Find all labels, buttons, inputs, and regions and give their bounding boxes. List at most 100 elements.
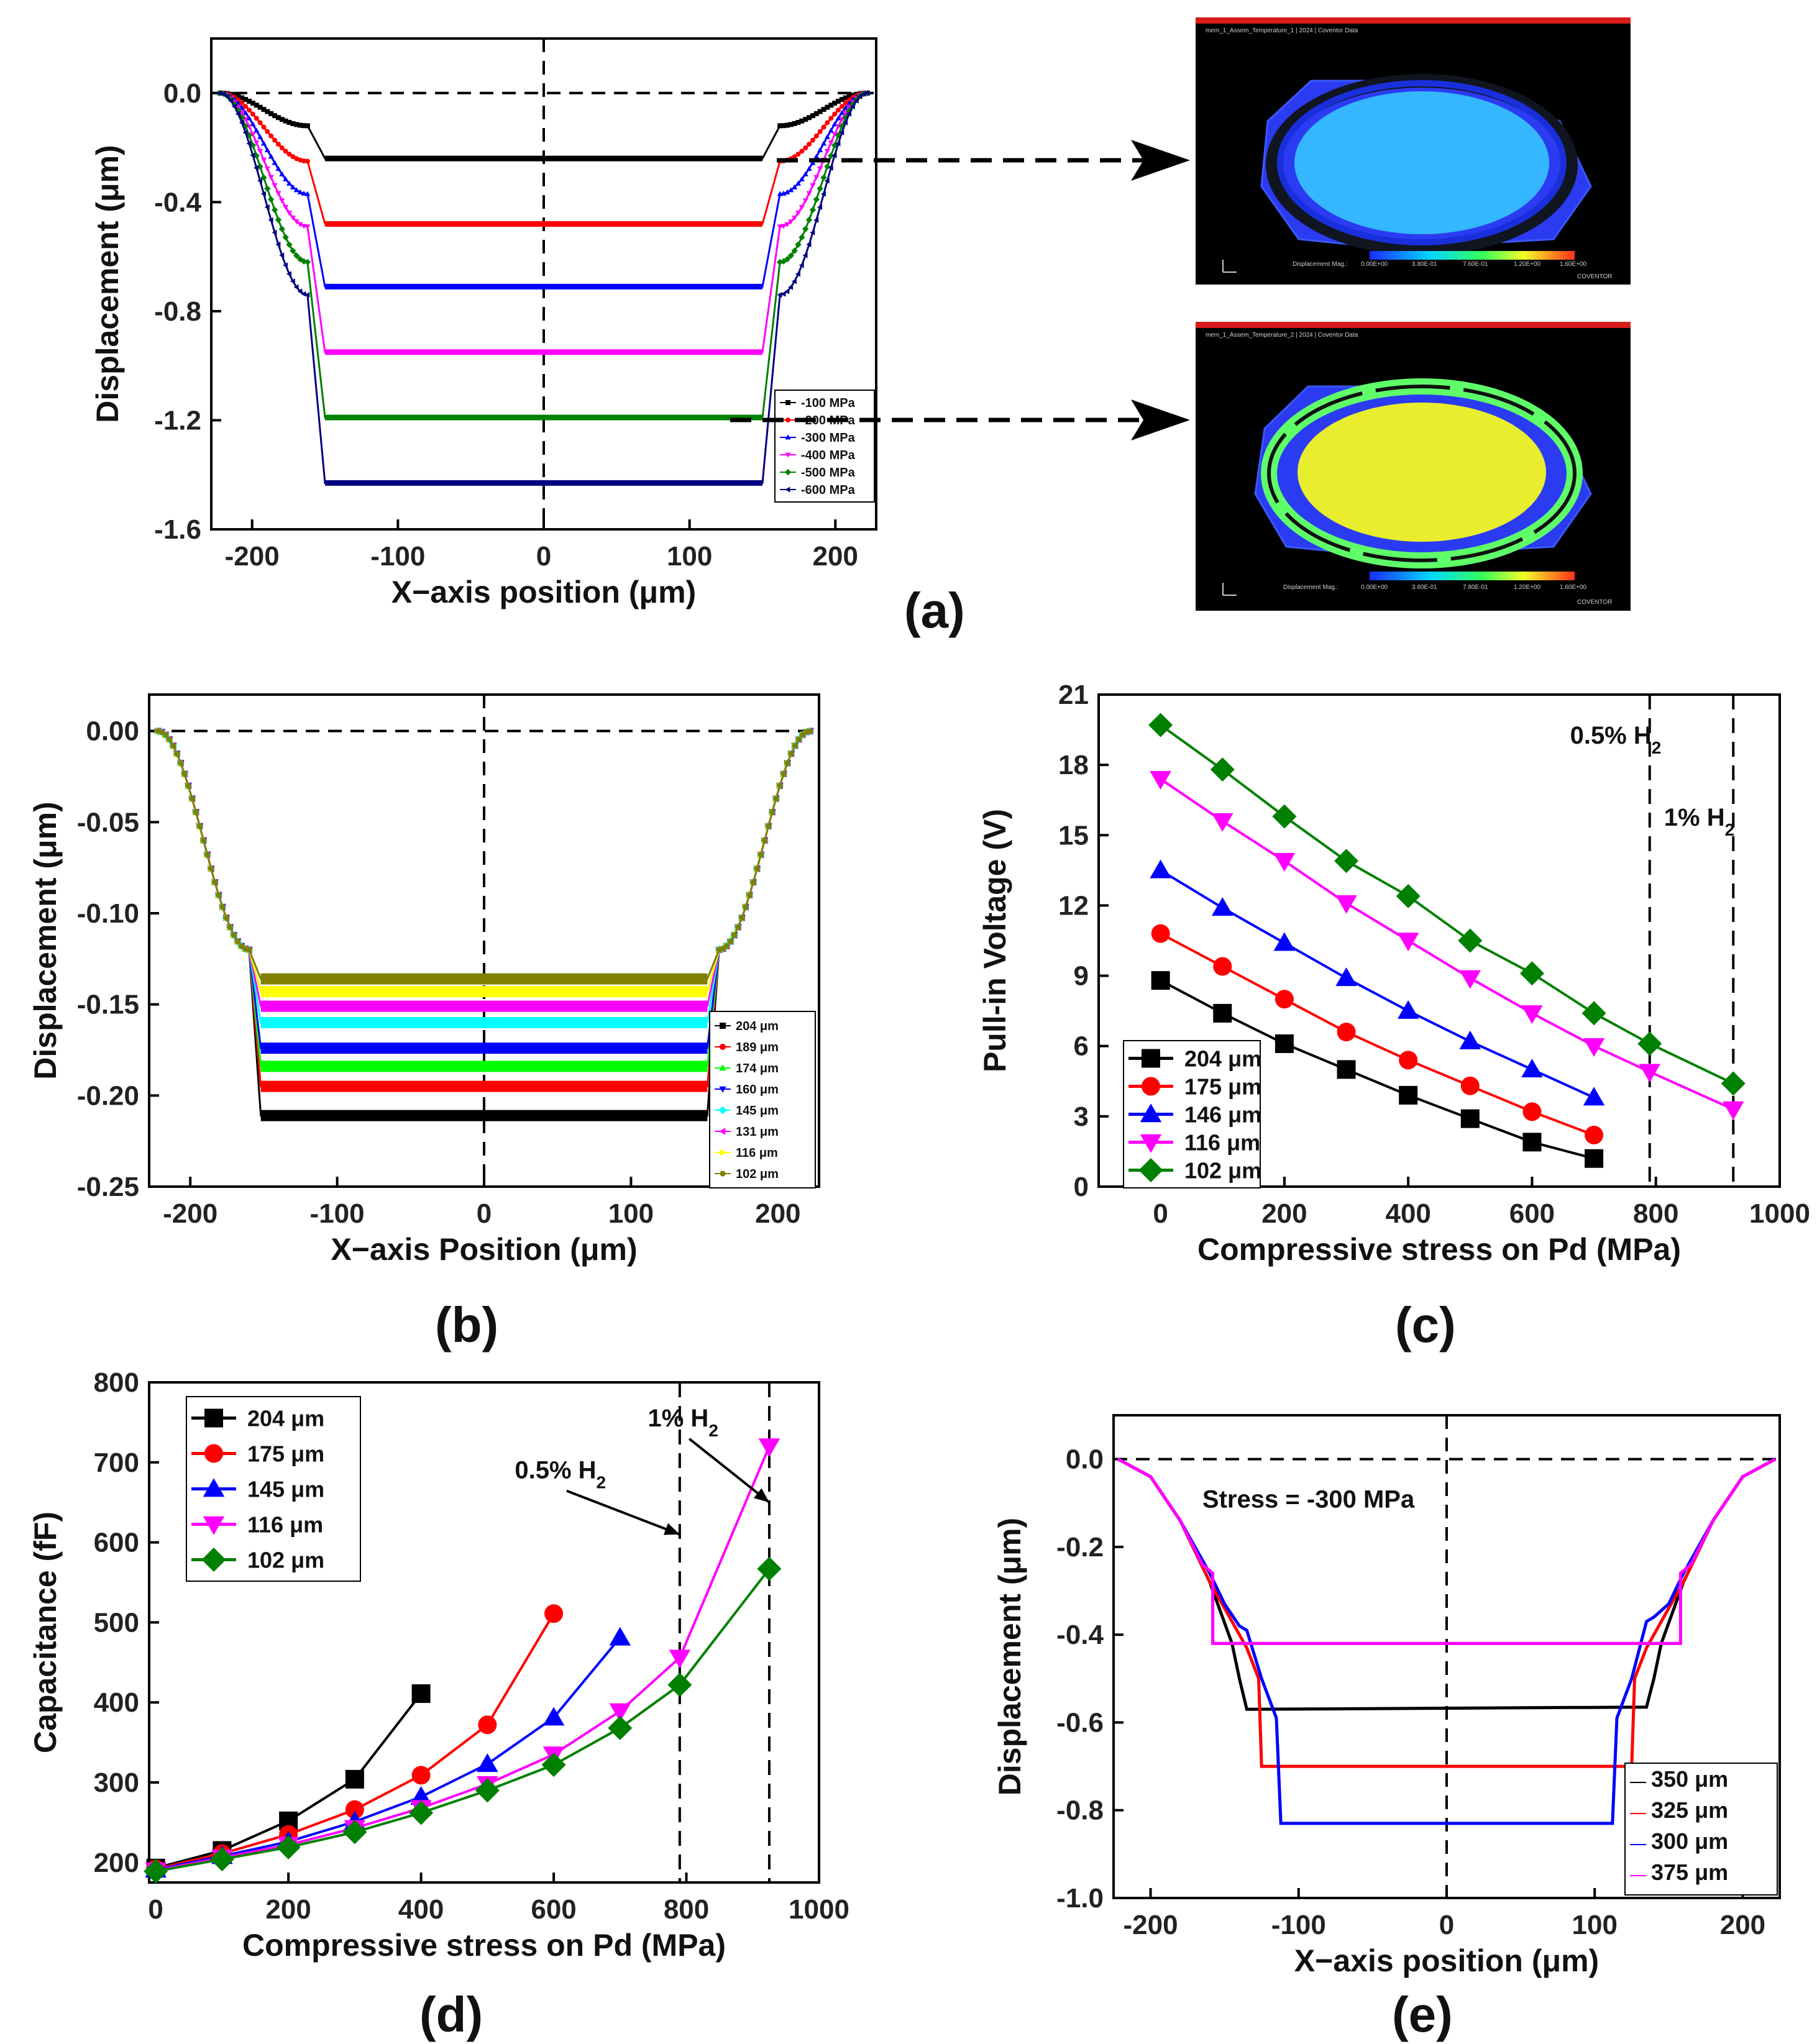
y-tick-label: 0.00 xyxy=(86,716,139,747)
data-point xyxy=(1396,883,1421,908)
data-point xyxy=(1521,1059,1543,1078)
data-point xyxy=(293,219,300,225)
data-point xyxy=(1583,1087,1605,1106)
data-point xyxy=(810,137,815,143)
simulation-tick: 1.60E+00 xyxy=(1560,261,1587,268)
data-point xyxy=(224,93,230,99)
y-tick-label: 400 xyxy=(94,1687,139,1718)
y-tick-label: 200 xyxy=(94,1848,139,1878)
series-line xyxy=(219,92,868,419)
legend-marker xyxy=(1138,1158,1163,1182)
x-tick-label: 100 xyxy=(1572,1910,1618,1940)
annotation-arrow xyxy=(688,1438,771,1503)
data-point xyxy=(758,1438,780,1458)
data-point xyxy=(723,943,730,949)
data-point xyxy=(261,107,267,112)
data-point xyxy=(293,187,300,193)
legend-label: 102 μm xyxy=(1184,1158,1261,1184)
data-point xyxy=(791,216,798,221)
data-point xyxy=(1583,1038,1605,1057)
data-point xyxy=(254,165,259,171)
data-point xyxy=(260,140,267,146)
y-tick-label: -0.25 xyxy=(77,1172,139,1202)
data-point xyxy=(807,115,812,121)
data-point xyxy=(802,226,809,232)
data-point xyxy=(268,153,274,159)
data-point xyxy=(1272,804,1297,829)
simulation-tick: 1.20E+00 xyxy=(1514,584,1541,591)
data-point xyxy=(820,140,827,146)
data-point xyxy=(272,183,278,189)
data-point xyxy=(294,122,300,127)
data-point xyxy=(283,148,288,154)
simulation-brand: COVENTOR xyxy=(1577,273,1613,280)
x-tick-label: 200 xyxy=(813,541,858,572)
data-point xyxy=(849,103,855,110)
legend-marker xyxy=(718,1106,727,1115)
data-point xyxy=(806,191,812,196)
data-point xyxy=(293,284,299,290)
data-point xyxy=(271,206,278,214)
y-tick-label: 18 xyxy=(1058,750,1089,780)
data-point xyxy=(345,1800,364,1819)
y-tick-label: -0.05 xyxy=(77,807,139,837)
connector-arrows xyxy=(730,140,1190,440)
data-point xyxy=(780,190,787,196)
data-point xyxy=(1210,757,1235,782)
x-axis-title: X−axis position (μm) xyxy=(1294,1943,1599,1978)
series-line-375-m xyxy=(1117,1458,1777,1645)
data-point xyxy=(247,107,252,113)
data-point xyxy=(1213,957,1232,976)
data-point xyxy=(279,171,285,176)
data-point xyxy=(817,166,823,171)
x-tick-label: -200 xyxy=(225,541,280,572)
data-point xyxy=(738,915,745,921)
simulation-image-top: mem_1_Assem_Temperature_1 | 2024 | Coven… xyxy=(1196,17,1631,285)
legend-label: 146 μm xyxy=(1184,1102,1261,1128)
y-tick-label: 500 xyxy=(94,1607,139,1638)
data-point xyxy=(477,1753,498,1773)
data-point xyxy=(838,122,846,130)
data-point xyxy=(304,258,311,266)
data-point xyxy=(821,107,826,112)
svg-text:mem_1_Assem_Temperature_2 | 20: mem_1_Assem_Temperature_2 | 2024 | Coven… xyxy=(1206,332,1358,339)
series-line xyxy=(1160,869,1595,1099)
data-point xyxy=(275,241,281,247)
simulation-tick: 0.00E+00 xyxy=(1361,261,1388,268)
data-point xyxy=(268,217,273,223)
data-point xyxy=(268,133,274,139)
series-line xyxy=(1160,932,1595,1136)
data-point xyxy=(166,736,173,742)
data-point xyxy=(835,115,841,121)
data-point xyxy=(185,783,192,788)
data-point xyxy=(757,1556,782,1581)
data-point xyxy=(268,175,274,180)
data-point xyxy=(861,91,866,97)
data-point xyxy=(236,94,241,99)
data-point xyxy=(795,271,800,277)
plot-frame xyxy=(1097,693,1781,1188)
data-point xyxy=(787,252,794,259)
legend xyxy=(774,390,875,503)
data-point xyxy=(297,189,303,194)
panel-c-chart: 0 200 400 600 800 1000 0 3 6 9 12 15 18 21 Compressive… xyxy=(977,680,1810,1267)
threshold-annotation: 1% H2 xyxy=(648,1405,718,1440)
x-tick-label: 0 xyxy=(1439,1910,1454,1940)
legend-label: 204 μm xyxy=(1184,1046,1261,1072)
series-102-m xyxy=(1148,713,1746,1096)
data-point xyxy=(609,1627,631,1646)
data-point xyxy=(411,1766,431,1785)
legend-label: 350 μm xyxy=(1651,1766,1728,1792)
data-point xyxy=(820,191,826,197)
data-point xyxy=(231,932,237,938)
data-point xyxy=(784,122,790,128)
data-point xyxy=(831,132,838,137)
simulation-tick: 1.60E+00 xyxy=(1560,584,1587,591)
data-point xyxy=(290,247,296,254)
data-point xyxy=(250,101,255,106)
data-point xyxy=(272,160,278,165)
data-point xyxy=(1334,849,1359,874)
data-point xyxy=(283,176,289,181)
arrowhead-icon xyxy=(1131,399,1190,440)
x-tick-label: 800 xyxy=(1633,1198,1678,1229)
